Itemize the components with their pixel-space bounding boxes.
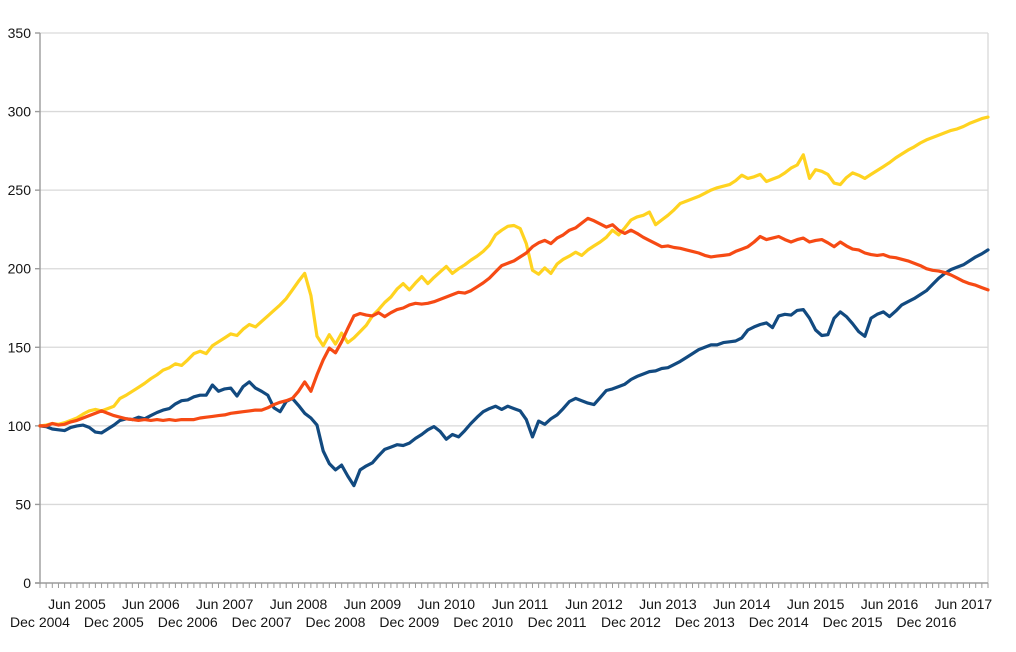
x-label-jun-2009: Jun 2009	[344, 596, 402, 612]
x-label-jun-2014: Jun 2014	[713, 596, 771, 612]
x-label-jun-2010: Jun 2010	[417, 596, 475, 612]
series-line-orange-red	[38, 216, 990, 428]
x-label-dec-2014: Dec 2014	[749, 614, 809, 630]
x-label-jun-2008: Jun 2008	[270, 596, 328, 612]
x-label-dec-2016: Dec 2016	[896, 614, 956, 630]
x-label-jun-2006: Jun 2006	[122, 596, 180, 612]
x-label-dec-2013: Dec 2013	[675, 614, 735, 630]
y-tick-label-300: 300	[8, 104, 32, 120]
x-label-jun-2012: Jun 2012	[565, 596, 623, 612]
x-label-jun-2005: Jun 2005	[48, 596, 106, 612]
x-label-dec-2006: Dec 2006	[158, 614, 218, 630]
x-label-dec-2015: Dec 2015	[823, 614, 883, 630]
x-label-dec-2012: Dec 2012	[601, 614, 661, 630]
x-label-jun-2015: Jun 2015	[787, 596, 845, 612]
x-label-dec-2010: Dec 2010	[453, 614, 513, 630]
y-tick-label-0: 0	[23, 575, 31, 591]
y-tick-label-350: 350	[8, 25, 32, 41]
x-label-dec-2009: Dec 2009	[379, 614, 439, 630]
series-line-yellow	[38, 115, 990, 428]
x-label-dec-2008: Dec 2008	[306, 614, 366, 630]
x-label-jun-2016: Jun 2016	[861, 596, 919, 612]
x-label-jun-2011: Jun 2011	[492, 596, 549, 612]
y-tick-label-250: 250	[8, 182, 32, 198]
series-line-dark-blue	[38, 248, 990, 488]
y-tick-label-200: 200	[8, 261, 32, 277]
x-label-dec-2007: Dec 2007	[232, 614, 292, 630]
x-label-dec-2005: Dec 2005	[84, 614, 144, 630]
x-label-jun-2007: Jun 2007	[196, 596, 254, 612]
x-label-dec-2011: Dec 2011	[528, 614, 587, 630]
y-tick-label-50: 50	[15, 496, 31, 512]
x-label-jun-2013: Jun 2013	[639, 596, 697, 612]
x-label-jun-2017: Jun 2017	[935, 596, 993, 612]
y-tick-label-150: 150	[8, 339, 32, 355]
y-tick-label-100: 100	[8, 418, 32, 434]
x-label-dec-2004: Dec 2004	[10, 614, 70, 630]
